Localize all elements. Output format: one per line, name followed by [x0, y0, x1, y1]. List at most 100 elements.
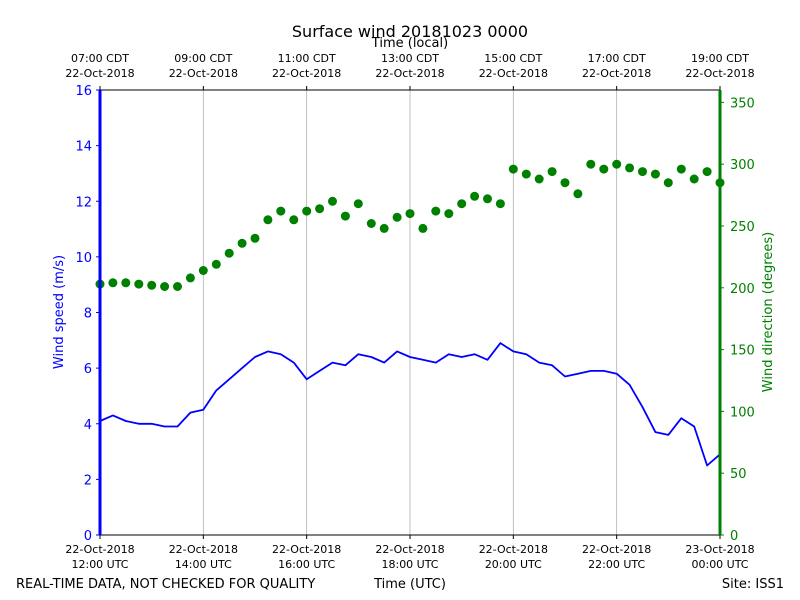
wind-direction-point — [121, 278, 131, 288]
top-tick-date: 22-Oct-2018 — [65, 67, 134, 80]
wind-direction-point — [676, 164, 686, 174]
wind-direction-point — [134, 279, 144, 289]
wind-direction-point — [689, 174, 699, 184]
left-tick-label: 10 — [75, 251, 92, 266]
wind-direction-point — [237, 238, 247, 248]
chart-title: Surface wind 20181023 0000 — [292, 22, 528, 41]
axes-layer: 0 2 4 6 8 10 12 14 16 0 50 100 150 200 250 300 350 22-Oct… — [65, 52, 754, 571]
wind-direction-point — [276, 206, 286, 216]
left-tick-label: 4 — [84, 418, 92, 433]
wind-direction-point — [160, 282, 170, 291]
wind-direction-point — [418, 223, 428, 233]
bottom-tick-time: 12:00 UTC — [71, 558, 128, 571]
wind-direction-point — [573, 189, 583, 199]
wind-direction-point — [302, 206, 312, 216]
wind-direction-point — [547, 167, 557, 177]
quality-disclaimer: REAL-TIME DATA, NOT CHECKED FOR QUALITY — [16, 577, 315, 592]
top-tick-date: 22-Oct-2018 — [375, 67, 444, 80]
wind-direction-point — [392, 212, 402, 222]
top-tick-time: 13:00 CDT — [381, 52, 439, 65]
wind-direction-point — [328, 196, 337, 206]
right-tick-label: 100 — [730, 405, 755, 420]
wind-direction-point — [495, 199, 505, 209]
left-tick-label: 16 — [75, 84, 92, 99]
bottom-tick-time: 18:00 UTC — [381, 558, 438, 571]
wind-direction-point — [263, 215, 273, 225]
top-tick-time: 17:00 CDT — [588, 52, 646, 65]
top-tick-time: 07:00 CDT — [71, 52, 129, 65]
wind-direction-point — [366, 219, 376, 228]
right-tick-label: 300 — [730, 158, 755, 173]
bottom-tick-time: 14:00 UTC — [175, 558, 232, 571]
bottom-tick-date: 22-Oct-2018 — [169, 543, 238, 556]
wind-direction-point — [483, 194, 492, 204]
bottom-tick-date: 22-Oct-2018 — [479, 543, 548, 556]
site-label: Site: ISS1 — [722, 577, 784, 592]
left-tick-label: 14 — [75, 140, 92, 155]
wind-direction-point — [612, 159, 622, 169]
bottom-tick-date: 22-Oct-2018 — [582, 543, 651, 556]
wind-direction-point — [198, 266, 208, 275]
left-tick-label: 8 — [84, 307, 92, 322]
wind-direction-point — [470, 191, 480, 201]
left-tick-label: 0 — [84, 529, 92, 544]
top-tick-time: 15:00 CDT — [484, 52, 542, 65]
top-tick-date: 22-Oct-2018 — [582, 67, 651, 80]
wind-direction-point — [534, 174, 544, 184]
bottom-tick-date: 22-Oct-2018 — [272, 543, 341, 556]
left-axis-label: Wind speed (m/s) — [52, 255, 67, 369]
wind-direction-point — [508, 164, 518, 174]
left-tick-label: 6 — [84, 362, 92, 377]
top-tick-date: 22-Oct-2018 — [272, 67, 341, 80]
grid-lines — [202, 90, 618, 535]
wind-direction-point — [457, 199, 467, 209]
series-layer — [95, 159, 725, 467]
wind-direction-point — [224, 248, 234, 258]
wind-direction-point — [444, 209, 454, 219]
wind-direction-point — [663, 178, 673, 188]
right-tick-label: 150 — [730, 344, 755, 359]
top-tick-date: 22-Oct-2018 — [685, 67, 754, 80]
top-tick-time: 19:00 CDT — [691, 52, 749, 65]
top-tick-date: 22-Oct-2018 — [169, 67, 238, 80]
wind-direction-point — [599, 164, 609, 174]
wind-direction-point — [353, 199, 363, 209]
right-axis-label: Wind direction (degrees) — [761, 232, 776, 392]
wind-direction-point — [340, 211, 350, 221]
wind-direction-point — [560, 178, 570, 188]
wind-direction-point — [625, 163, 635, 173]
bottom-tick-date: 22-Oct-2018 — [65, 543, 134, 556]
wind-direction-point — [173, 282, 182, 291]
bottom-tick-date: 23-Oct-2018 — [685, 543, 754, 556]
wind-direction-point — [702, 167, 712, 177]
wind-direction-point — [405, 209, 415, 219]
right-tick-label: 350 — [730, 96, 755, 111]
bottom-tick-time: 22:00 UTC — [588, 558, 645, 571]
bottom-tick-time: 20:00 UTC — [485, 558, 542, 571]
wind-direction-point — [638, 167, 647, 177]
bottom-tick-date: 22-Oct-2018 — [375, 543, 444, 556]
bottom-axis-label: Time (UTC) — [373, 577, 446, 592]
wind-direction-point — [586, 159, 596, 169]
right-tick-label: 50 — [730, 467, 747, 482]
top-tick-time: 09:00 CDT — [174, 52, 232, 65]
wind-direction-point — [521, 169, 531, 179]
right-tick-label: 250 — [730, 220, 755, 235]
wind-direction-point — [147, 280, 157, 290]
wind-direction-point — [650, 169, 660, 179]
wind-speed-line — [99, 342, 721, 467]
left-tick-label: 12 — [75, 195, 92, 210]
wind-direction-point — [211, 259, 221, 269]
bottom-tick-time: 00:00 UTC — [691, 558, 748, 571]
wind-direction-point — [250, 233, 260, 243]
top-axis-label: Time (local) — [371, 36, 448, 51]
wind-direction-point — [289, 215, 299, 225]
wind-direction-point — [315, 204, 325, 214]
left-tick-label: 2 — [84, 473, 92, 488]
bottom-tick-time: 16:00 UTC — [278, 558, 335, 571]
wind-direction-point — [108, 278, 118, 288]
top-tick-date: 22-Oct-2018 — [479, 67, 548, 80]
right-tick-label: 200 — [730, 282, 755, 297]
wind-direction-point — [431, 206, 441, 216]
